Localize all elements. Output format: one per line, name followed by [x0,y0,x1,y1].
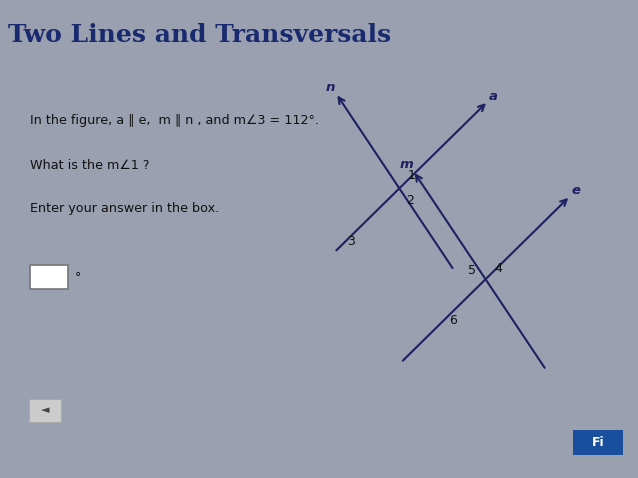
Bar [30,265,68,289]
Text: e: e [571,185,580,197]
Text: a: a [489,89,498,102]
Text: 1: 1 [408,169,415,182]
Text: Fi: Fi [592,436,605,449]
Text: 3: 3 [348,235,355,248]
Bar [573,430,623,455]
Bar [29,400,61,422]
Text: °: ° [74,271,80,284]
Text: 5: 5 [468,264,476,277]
Text: Enter your answer in the box.: Enter your answer in the box. [30,202,219,215]
Text: In the figure, a ∥ e,  m ∥ n , and m∠3 = 112°.: In the figure, a ∥ e, m ∥ n , and m∠3 = … [30,114,319,127]
Text: 6: 6 [450,314,457,327]
Text: What is the m∠1 ?: What is the m∠1 ? [30,159,149,172]
Text: m: m [399,158,413,172]
Text: 2: 2 [406,194,414,207]
Text: Two Lines and Transversals: Two Lines and Transversals [8,22,391,47]
Text: n: n [325,81,334,94]
Text: 4: 4 [494,261,502,275]
Text: ◄: ◄ [40,405,49,415]
